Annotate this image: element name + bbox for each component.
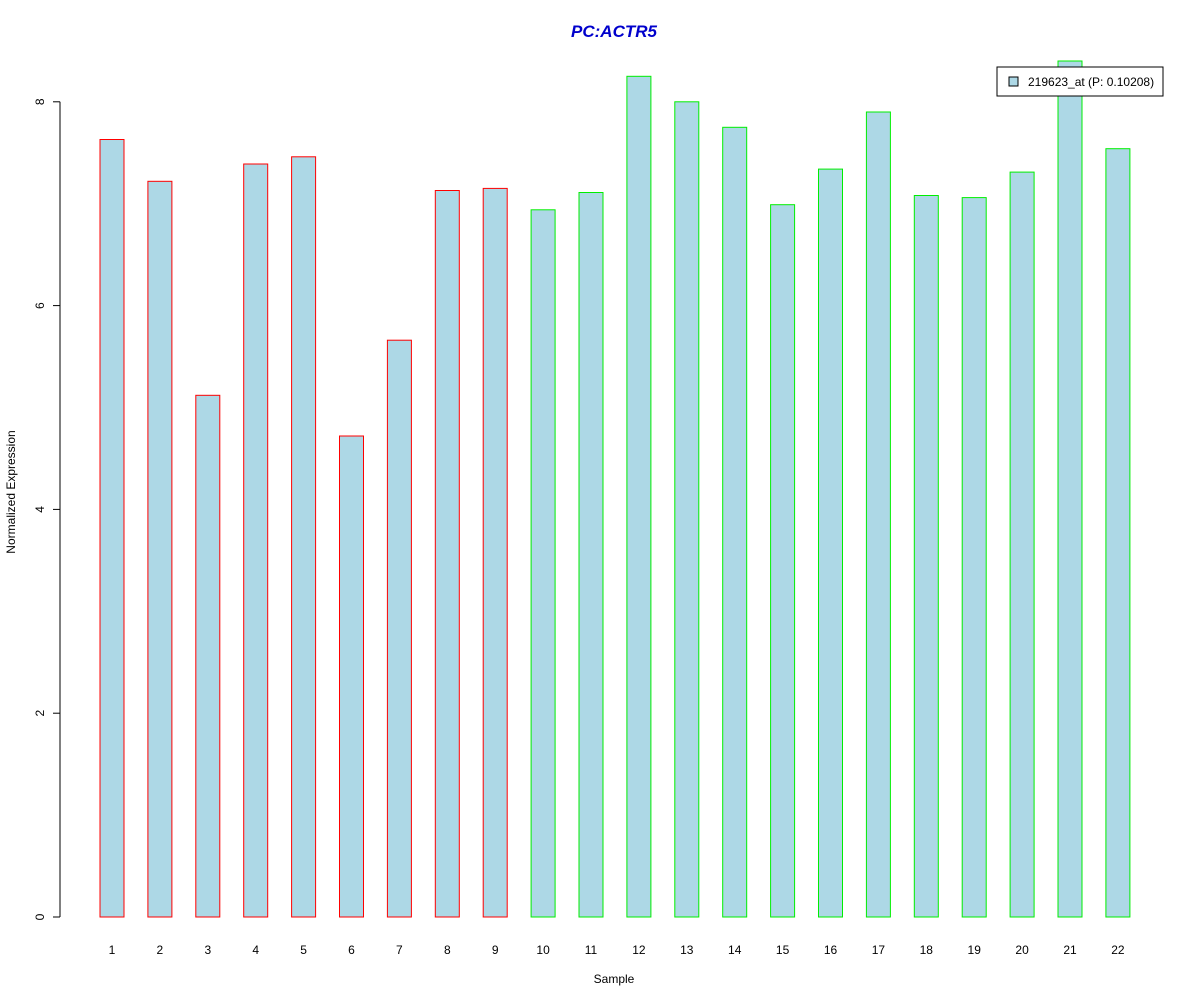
bar-sample-1	[99, 139, 125, 918]
x-tick-label: 10	[536, 943, 550, 957]
legend: 219623_at (P: 0.10208)	[996, 66, 1164, 97]
x-tick-label: 4	[252, 943, 259, 957]
legend-entry-label: 219623_at (P: 0.10208)	[1028, 75, 1154, 89]
bar-sample-13	[674, 101, 700, 918]
x-axis-label: Sample	[594, 972, 635, 986]
x-tick-label: 22	[1111, 943, 1125, 957]
bar-sample-10	[530, 209, 556, 918]
bar-sample-17	[865, 111, 891, 918]
bar-sample-7	[386, 339, 412, 918]
x-tick-label: 19	[968, 943, 982, 957]
legend-swatch	[1008, 76, 1019, 87]
x-tick-labels: 1 2 3 4 5 6 7 8 9 10 11 12 13 14 15 16 17 18 19 20 21 22	[109, 943, 1125, 957]
x-tick-label: 18	[920, 943, 934, 957]
bar-sample-9	[482, 187, 508, 918]
x-tick-label: 6	[348, 943, 355, 957]
bar-sample-12	[626, 75, 652, 918]
y-axis: 0 2 4 6 8	[33, 98, 61, 920]
x-tick-label: 7	[396, 943, 403, 957]
bar-sample-20	[1009, 171, 1035, 918]
x-tick-label: 1	[109, 943, 116, 957]
bar-sample-14	[722, 126, 748, 918]
x-tick-label: 14	[728, 943, 742, 957]
x-tick-label: 21	[1063, 943, 1077, 957]
bar-sample-18	[913, 195, 939, 918]
legend-box	[996, 66, 1164, 97]
x-tick-label: 5	[300, 943, 307, 957]
y-tick-label: 0	[33, 913, 47, 920]
bar-sample-5	[291, 156, 317, 918]
x-tick-label: 9	[492, 943, 499, 957]
x-tick-label: 8	[444, 943, 451, 957]
bar-sample-19	[961, 197, 987, 918]
y-tick-label: 4	[33, 506, 47, 513]
bars	[99, 60, 1131, 918]
bar-sample-21	[1057, 60, 1083, 918]
bar-sample-8	[434, 190, 460, 918]
chart-title: PC:ACTR5	[571, 22, 657, 41]
x-tick-label: 12	[632, 943, 646, 957]
x-tick-label: 17	[872, 943, 886, 957]
y-axis-label: Normalized Expression	[4, 430, 18, 553]
bar-sample-16	[818, 168, 843, 918]
bar-sample-2	[147, 180, 173, 918]
bar-sample-22	[1105, 148, 1131, 918]
x-tick-label: 11	[585, 943, 598, 957]
bar-sample-4	[243, 163, 269, 918]
x-tick-label: 20	[1015, 943, 1029, 957]
y-tick-label: 2	[33, 710, 47, 717]
bar-sample-11	[578, 192, 604, 918]
y-tick-label: 6	[33, 302, 47, 309]
x-tick-label: 3	[204, 943, 211, 957]
bar-sample-15	[770, 204, 796, 918]
bar-sample-6	[339, 435, 364, 918]
x-tick-label: 16	[824, 943, 838, 957]
y-tick-label: 8	[33, 98, 47, 105]
x-tick-label: 15	[776, 943, 790, 957]
x-tick-label: 13	[680, 943, 694, 957]
bar-sample-3	[195, 394, 221, 918]
x-tick-label: 2	[157, 943, 164, 957]
